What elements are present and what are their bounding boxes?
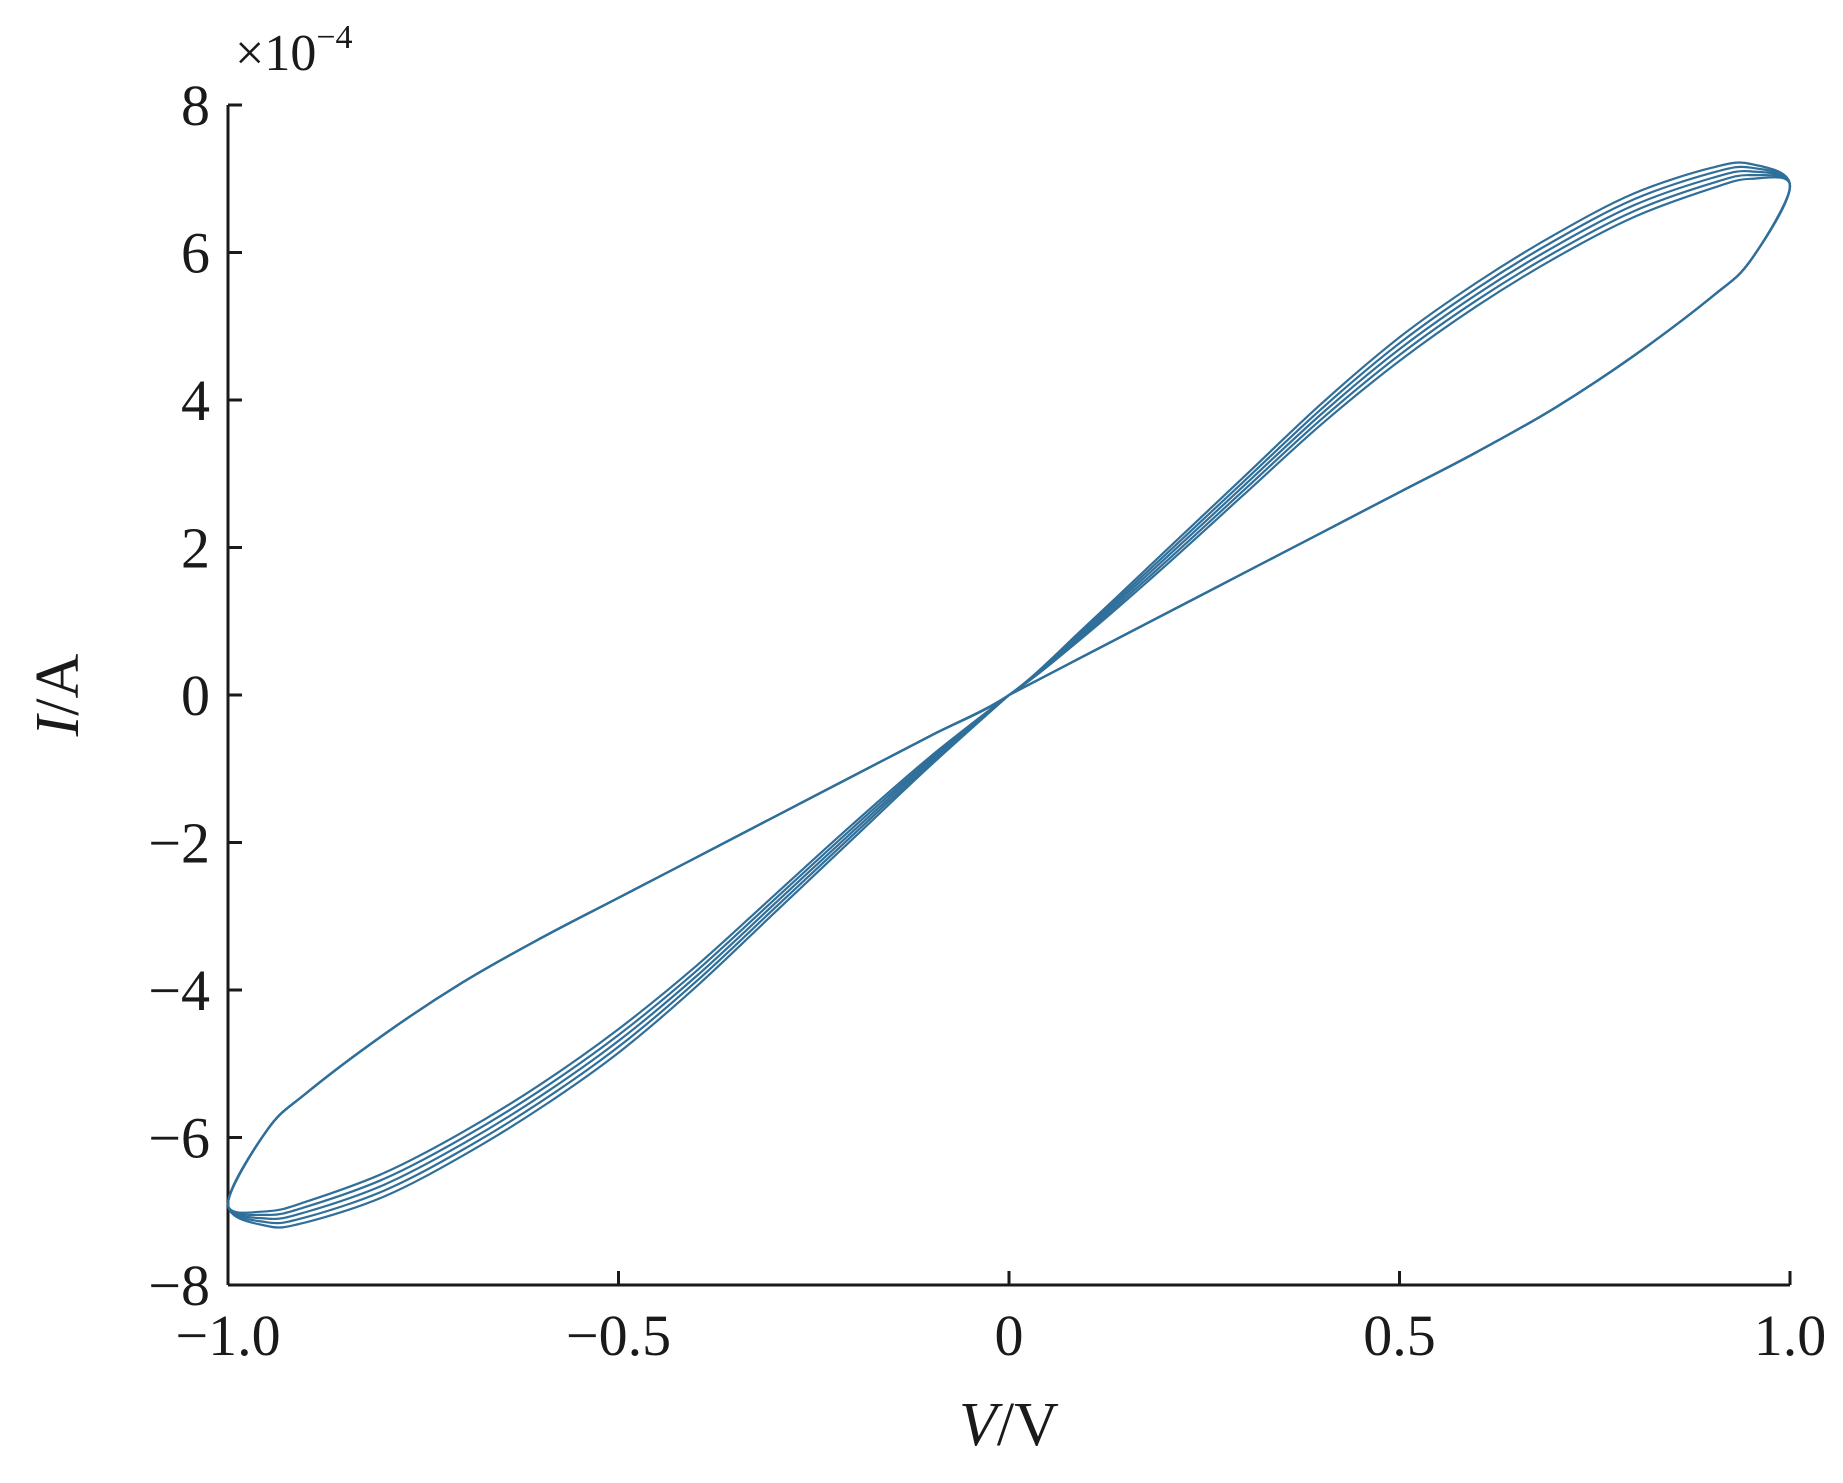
y-tick-label: −2 — [148, 811, 210, 876]
y-tick-label: 8 — [181, 73, 210, 138]
y-scale-base: ×10 — [235, 25, 316, 82]
y-tick-label: −8 — [148, 1253, 210, 1318]
x-axis-title: V/V — [959, 1391, 1059, 1459]
y-tick-label: −4 — [148, 958, 210, 1023]
x-tick-label: 0 — [995, 1303, 1024, 1368]
y-scale-note: ×10−4 — [235, 19, 353, 82]
x-ticks: −1.0 −0.5 0 0.5 1.0 — [175, 1271, 1826, 1368]
y-tick-label: 6 — [181, 221, 210, 286]
x-tick-label: 0.5 — [1363, 1303, 1436, 1368]
y-axis-title: I/A — [24, 653, 92, 737]
y-axis-symbol: I — [24, 712, 92, 737]
series-curve-cycle-5 — [226, 176, 1792, 1214]
x-tick-label: −0.5 — [566, 1303, 671, 1368]
y-tick-label: −6 — [148, 1106, 210, 1171]
x-axis-symbol: V — [959, 1391, 1003, 1459]
series-curves — [226, 161, 1792, 1229]
y-tick-label: 0 — [181, 663, 210, 728]
y-tick-label: 2 — [181, 516, 210, 581]
x-tick-label: −1.0 — [175, 1303, 280, 1368]
y-axis-unit: A — [24, 653, 92, 698]
y-tick-label: 4 — [181, 368, 210, 433]
y-scale-exponent: −4 — [316, 19, 352, 56]
x-tick-label: 1.0 — [1754, 1303, 1827, 1368]
y-ticks: −8 −6 −4 −2 0 2 4 6 8 — [148, 73, 242, 1318]
x-axis-unit: V — [1014, 1391, 1059, 1459]
